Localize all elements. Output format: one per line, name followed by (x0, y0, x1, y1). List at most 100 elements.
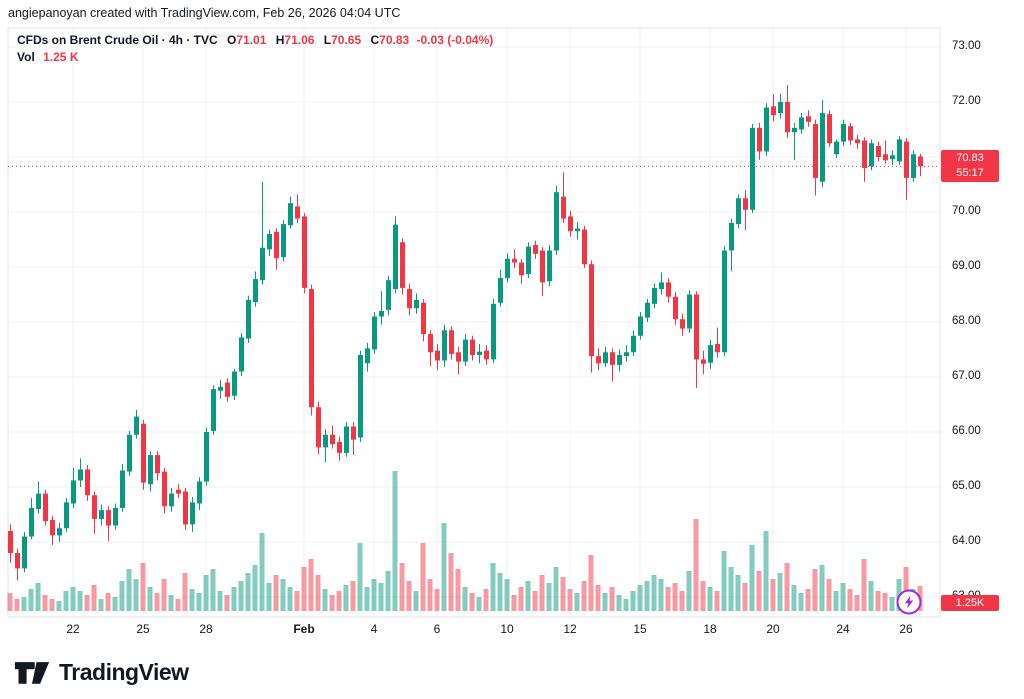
volume-bar (819, 565, 825, 611)
volume-bar (833, 591, 839, 611)
last-price-value: 70.83 (956, 152, 984, 165)
price-axis-label: 73.00 (952, 40, 981, 52)
candle-down (92, 495, 97, 519)
time-axis-label: Feb (293, 622, 315, 636)
volume-bar (707, 587, 713, 611)
candle-down (519, 262, 524, 276)
volume-bar (546, 583, 552, 611)
candle-up (841, 124, 846, 142)
time-axis-label: 24 (836, 622, 850, 636)
candle-up (491, 303, 496, 360)
price-axis-label: 65.00 (952, 480, 981, 492)
volume-bar (91, 585, 97, 611)
volume-bar (882, 593, 888, 611)
candle-up (22, 536, 27, 569)
candle-up (617, 355, 622, 365)
volume-bar (308, 559, 314, 611)
candle-up (253, 279, 258, 303)
time-axis-label: 25 (136, 622, 150, 636)
candle-up (547, 250, 552, 282)
high-label: H (275, 33, 285, 47)
close-value: 70.83 (379, 33, 410, 47)
volume-bar (525, 581, 531, 611)
symbol-title[interactable]: CFDs on Brent Crude Oil · 4h · TVC (17, 33, 218, 47)
volume-bar (805, 589, 811, 611)
volume-bar (357, 543, 363, 611)
candle-down (561, 196, 566, 219)
volume-bar (7, 593, 13, 611)
time-axis-label: 26 (899, 622, 913, 636)
candle-down (743, 198, 748, 210)
volume-bar (35, 583, 41, 611)
volume-bar (476, 597, 482, 611)
volume-label: Vol (17, 50, 35, 64)
candle-up (820, 113, 825, 182)
candle-up (71, 480, 76, 504)
volume-bar (714, 591, 720, 611)
volume-bar (462, 587, 468, 611)
volume-bar (21, 597, 27, 611)
bar-countdown: 55:17 (956, 167, 984, 180)
candle-down (43, 493, 48, 522)
candle-up (687, 294, 692, 329)
volume-bar (140, 563, 146, 611)
candle-down (806, 116, 811, 122)
candle-up (897, 139, 902, 162)
boost-button[interactable] (895, 588, 923, 616)
candle-up (232, 371, 237, 396)
symbol-legend[interactable]: CFDs on Brent Crude Oil · 4h · TVC O71.0… (17, 33, 493, 47)
candle-up (659, 282, 664, 289)
candle-up (750, 127, 755, 210)
candle-up (127, 434, 132, 472)
candle-up (799, 117, 804, 130)
time-axis-label: 15 (633, 622, 647, 636)
candle-down (918, 156, 923, 167)
candle-up (631, 335, 636, 353)
volume-bar (609, 587, 615, 611)
volume-bar (175, 599, 181, 611)
price-axis-label: 66.00 (952, 425, 981, 437)
volume-legend[interactable]: Vol 1.25 K (17, 50, 78, 64)
candle-up (736, 198, 741, 225)
candle-up (148, 455, 153, 485)
volume-bar (504, 579, 510, 611)
volume-bar (742, 583, 748, 611)
candle-down (694, 294, 699, 360)
candle-down (610, 352, 615, 365)
candle-down (400, 242, 405, 288)
change-value: -0.03 (-0.04%) (416, 33, 494, 47)
volume-bar (217, 591, 223, 611)
volume-bar (63, 591, 69, 611)
last-price-badge: 70.83 55:17 (941, 150, 999, 183)
volume-bar (385, 571, 391, 611)
candle-down (757, 127, 762, 152)
candle-up (113, 507, 118, 526)
candle-down (680, 319, 685, 329)
volume-bar (854, 595, 860, 611)
volume-bar (567, 589, 573, 611)
volume-bar (602, 593, 608, 611)
candle-up (246, 300, 251, 339)
candle-down (449, 330, 454, 354)
volume-bar (322, 589, 328, 611)
candle-down (813, 124, 818, 178)
candle-down (470, 339, 475, 355)
volume-bar (161, 579, 167, 611)
candle-down (337, 441, 342, 453)
candle-down (183, 491, 188, 525)
volume-bar (644, 581, 650, 611)
volume-bar (196, 593, 202, 611)
tradingview-logo[interactable]: TradingView (14, 656, 189, 688)
volume-bar (203, 575, 209, 611)
candle-up (120, 470, 125, 508)
candle-down (666, 282, 671, 297)
volume-bar (679, 591, 685, 611)
candle-up (869, 143, 874, 167)
volume-bar (133, 579, 139, 611)
volume-bar (112, 597, 118, 611)
candle-up (218, 386, 223, 391)
candle-up (386, 280, 391, 310)
candle-up (603, 352, 608, 364)
volume-bar (70, 587, 76, 611)
volume-bar (861, 559, 867, 611)
